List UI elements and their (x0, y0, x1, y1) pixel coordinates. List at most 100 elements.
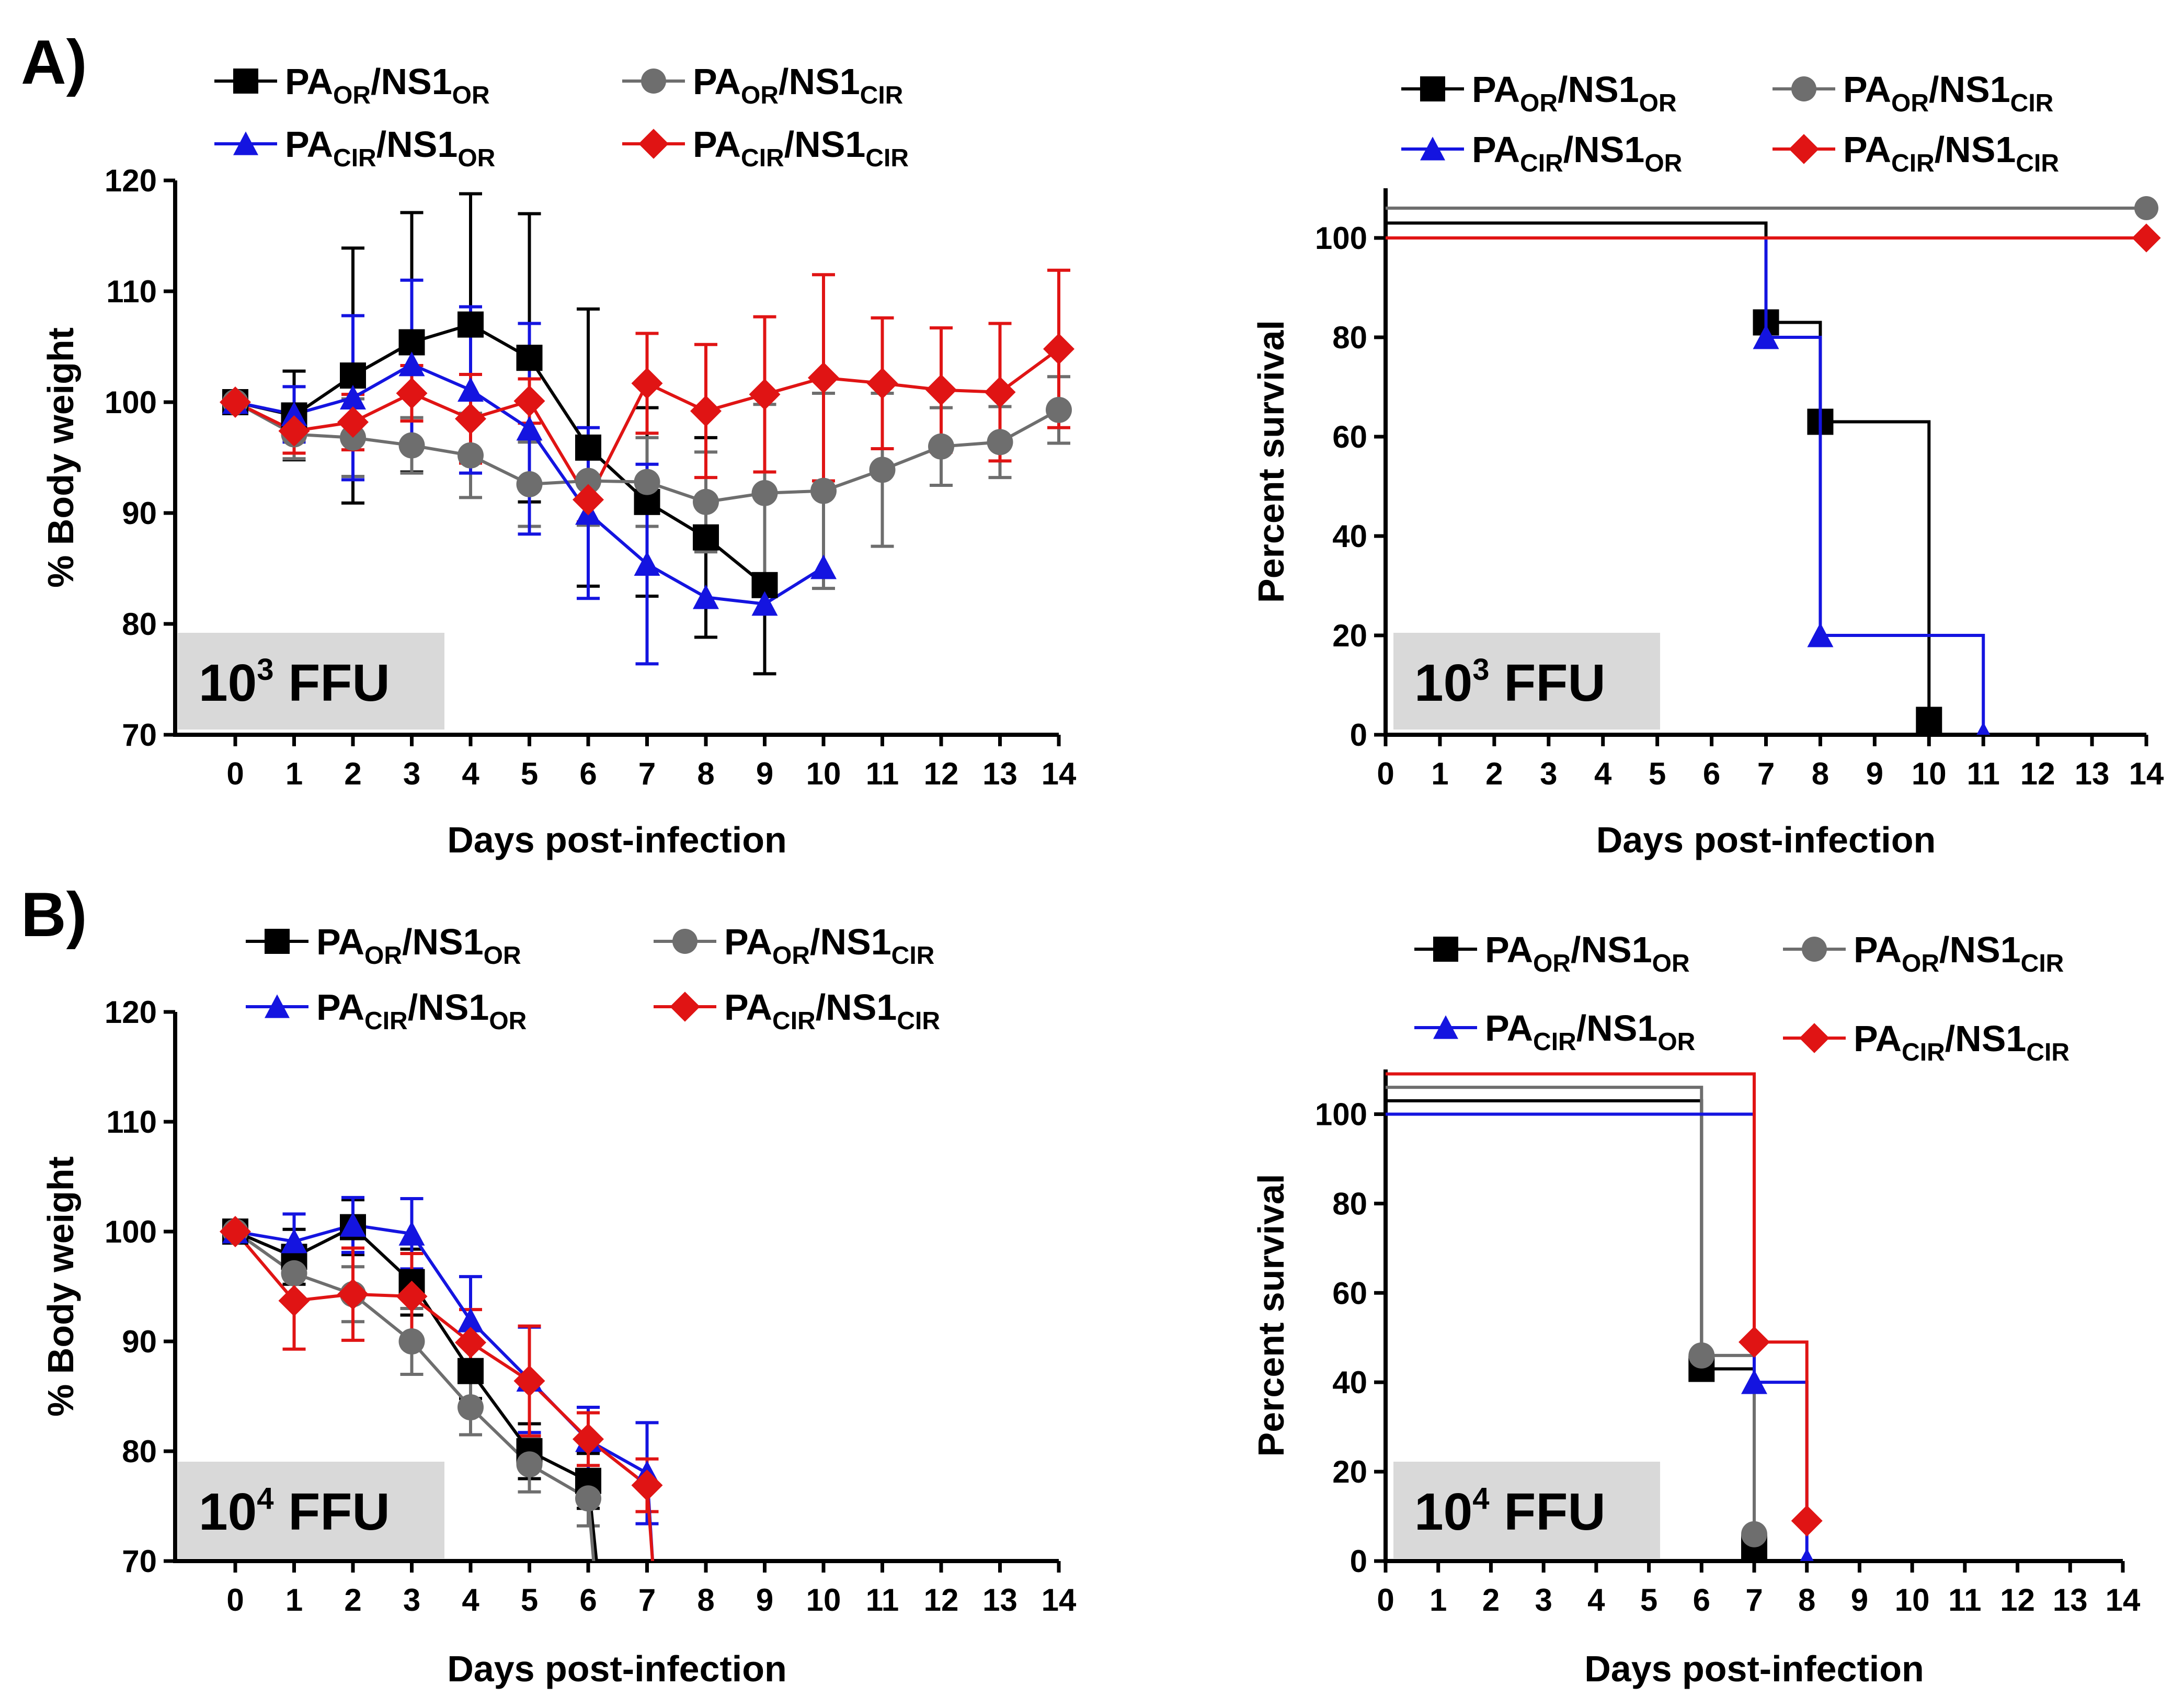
legend-label: PAOR/NS1OR (316, 921, 521, 970)
legend-text: PA (693, 61, 741, 102)
weight-point-cir_cir (513, 385, 545, 417)
survival-point-cir_cir (1739, 1326, 1770, 1358)
dose-unit: FFU (274, 1483, 390, 1541)
legend-text: /NS1 (1576, 1008, 1658, 1049)
dose-box (1393, 1462, 1660, 1558)
weight-point-cir_or (340, 1212, 366, 1237)
x-tick-label: 2 (344, 756, 361, 791)
dose-unit: FFU (274, 654, 390, 712)
weight-point-cir_cir (749, 379, 781, 411)
legend-text: PA (693, 124, 741, 165)
weight-point-cir_or (516, 416, 543, 441)
survival-line-or_or (1386, 221, 1931, 720)
x-tick-label: 12 (924, 1582, 959, 1618)
legend-subscript: OR (741, 82, 779, 109)
legend-subscript: OR (1652, 950, 1690, 977)
y-tick-label: 120 (105, 163, 157, 198)
legend-marker (265, 994, 290, 1018)
weight-point-or_or (575, 434, 601, 461)
legend-marker (265, 929, 290, 954)
survival-point-or_cir (1741, 1521, 1767, 1547)
legend-label: PAOR/NS1OR (1485, 929, 1690, 977)
legend-label: PAOR/NS1OR (285, 61, 490, 109)
legend-text: PA (285, 61, 333, 102)
weight-point-cir_cir (690, 395, 722, 427)
legend-label: PACIR/NS1CIR (1843, 129, 2059, 177)
x-tick-label: 8 (697, 1582, 714, 1618)
legend-text: PA (724, 987, 772, 1028)
legend-marker (1791, 76, 1816, 101)
weight-point-or_cir (634, 469, 660, 495)
legend-subscript: CIR (1891, 150, 1935, 177)
x-tick-label: 14 (2106, 1582, 2141, 1618)
x-tick-label: 10 (806, 756, 841, 791)
survival-point-or_or (1916, 707, 1942, 733)
survival-point-cir_or (1753, 324, 1779, 349)
weight-point-cir_cir (513, 1365, 545, 1397)
survival-point-cir_cir (1791, 1505, 1823, 1537)
legend-text: /NS1 (1563, 129, 1645, 170)
y-tick-label: 80 (1332, 320, 1367, 355)
weight-point-or_cir (398, 432, 425, 459)
y-tick-label: 80 (122, 1434, 157, 1469)
dose-base: 10 (199, 1483, 257, 1541)
x-tick-label: 6 (579, 1582, 597, 1618)
legend-marker (1420, 136, 1445, 161)
legend-marker (638, 129, 669, 159)
weight-point-or_cir (281, 1260, 307, 1286)
legend-text: PA (1485, 1008, 1533, 1049)
x-tick-label: 5 (521, 756, 538, 791)
legend-item-cir_cir: PACIR/NS1CIR (654, 987, 940, 1035)
legend-label: PACIR/NS1OR (285, 124, 495, 172)
legend-marker (672, 929, 697, 954)
y-tick-label: 100 (1315, 1097, 1367, 1132)
legend-item-or_cir: PAOR/NS1CIR (1773, 69, 2053, 117)
x-tick-label: 3 (1535, 1582, 1552, 1618)
legend-marker (1420, 76, 1445, 101)
legend-marker (1802, 937, 1827, 962)
x-tick-label: 6 (1703, 756, 1720, 791)
y-tick-label: 40 (1332, 1365, 1367, 1400)
legend-text: PA (1843, 129, 1891, 170)
dose-box (1393, 633, 1660, 730)
plot-area (220, 1195, 663, 1561)
x-tick-label: 10 (1895, 1582, 1930, 1618)
y-tick-label: 20 (1332, 1454, 1367, 1489)
weight-point-cir_cir (573, 484, 604, 516)
x-tick-label: 7 (1745, 1582, 1763, 1618)
legend-subscript: CIR (364, 1007, 408, 1035)
x-axis-label: Days post-infection (1584, 1648, 1924, 1689)
legend-label: PAOR/NS1CIR (1843, 69, 2053, 117)
weight-point-or_or (340, 362, 366, 389)
y-tick-label: 60 (1332, 1276, 1367, 1311)
plot-area (1386, 1072, 1823, 1561)
x-tick-label: 10 (806, 1582, 841, 1618)
x-tick-label: 3 (1540, 756, 1557, 791)
legend-marker (233, 69, 258, 94)
x-tick-label: 9 (756, 756, 773, 791)
legend-item-or_or: PAOR/NS1OR (214, 61, 490, 109)
dose-box (178, 633, 444, 730)
weight-point-cir_or (281, 1228, 307, 1254)
dose-box (178, 1462, 444, 1558)
legend-subscript: OR (1533, 950, 1571, 977)
x-tick-label: 13 (982, 1582, 1017, 1618)
legend-marker (1799, 1023, 1829, 1053)
x-tick-label: 1 (1430, 1582, 1447, 1618)
legend-subscript: CIR (333, 144, 376, 172)
legend-text: PA (724, 921, 772, 962)
x-tick-label: 11 (866, 1582, 899, 1618)
legend-text: /NS1 (779, 61, 860, 102)
legend-text: /NS1 (1935, 129, 2016, 170)
legend-text: PA (1854, 1018, 1902, 1059)
weight-point-cir_or (458, 1307, 484, 1333)
legend-label: PACIR/NS1CIR (1854, 1018, 2069, 1066)
weight-point-cir_cir (278, 1285, 310, 1317)
weight-point-cir_cir (337, 1278, 369, 1310)
x-tick-label: 13 (2075, 756, 2110, 791)
weight-point-or_cir (928, 433, 954, 460)
x-tick-label: 11 (1966, 756, 1999, 791)
y-tick-label: 100 (105, 1214, 157, 1249)
legend-item-or_cir: PAOR/NS1CIR (654, 921, 934, 970)
